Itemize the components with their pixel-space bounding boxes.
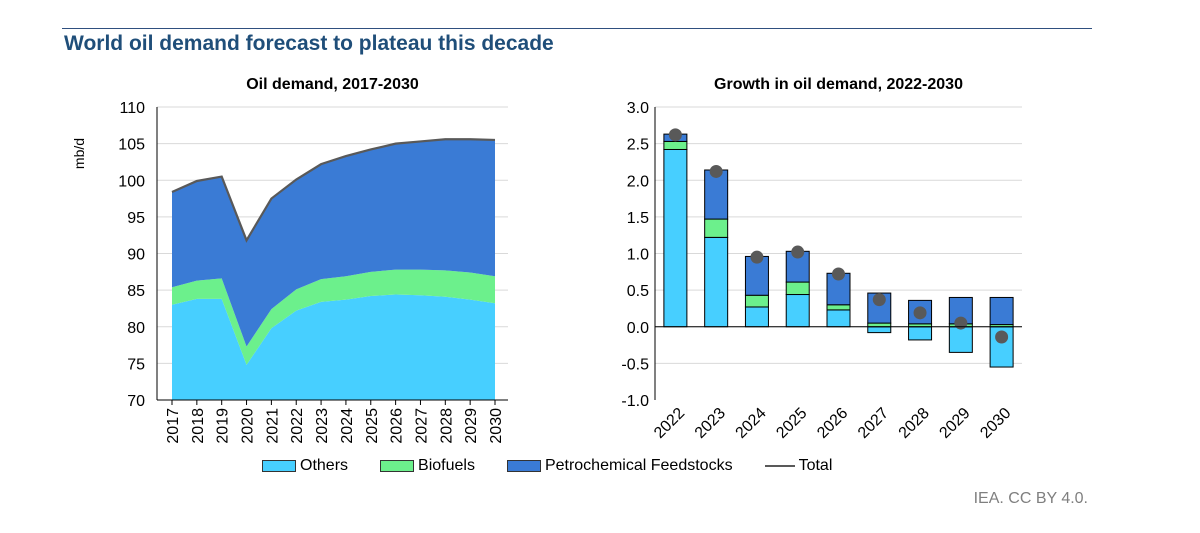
right-y-tick-label: 1.0 <box>627 247 649 264</box>
legend-label-others: Others <box>300 457 349 474</box>
left-x-tick-label: 2025 <box>364 408 381 444</box>
legend-item-total: Total <box>764 457 833 475</box>
left-y-tick-label: 105 <box>118 137 145 154</box>
right-x-tick-label: 2025 <box>773 405 810 442</box>
bar-others <box>867 326 892 334</box>
bar-others <box>908 326 933 341</box>
legend-label-biofuels: Biofuels <box>418 457 475 474</box>
left-x-tick-label: 2017 <box>165 408 182 444</box>
legend-label-petrochemical: Petrochemical Feedstocks <box>544 457 733 474</box>
left-x-tick-label: 2030 <box>488 408 505 444</box>
total-line <box>171 138 496 243</box>
total-marker <box>709 164 723 178</box>
left-y-tick-label: 75 <box>127 356 145 373</box>
right-x-tick-label: 2023 <box>692 405 729 442</box>
left-x-tick-label: 2020 <box>240 408 257 444</box>
right-x-tick-label: 2028 <box>896 405 933 442</box>
right-y-tick-label: 3.0 <box>627 100 649 117</box>
legend-item-others: Others <box>262 457 348 475</box>
area-petrochemical-feedstocks <box>172 139 495 347</box>
total-marker <box>913 306 927 320</box>
bar-biofuels <box>663 140 688 150</box>
left-x-tick-label: 2027 <box>413 408 430 444</box>
legend-swatch-total <box>764 465 795 467</box>
total-marker <box>954 316 968 330</box>
legend-item-biofuels: Biofuels <box>380 457 475 475</box>
page-title: World oil demand forecast to plateau thi… <box>64 32 554 55</box>
left-x-tick-label: 2023 <box>314 408 331 444</box>
left-x-tick-label: 2022 <box>289 408 306 444</box>
left-chart-title: Oil demand, 2017-2030 <box>246 76 419 93</box>
left-x-tick-label: 2024 <box>339 408 356 444</box>
total-marker <box>668 128 682 142</box>
top-rule <box>62 28 1092 29</box>
right-x-tick-label: 2026 <box>814 405 851 442</box>
left-y-tick-label: 70 <box>127 393 145 410</box>
bar-others <box>744 306 769 328</box>
left-y-tick-label: 100 <box>118 173 145 190</box>
right-y-tick-label: 0.0 <box>627 320 649 337</box>
bar-biofuels <box>744 294 769 308</box>
bar-others <box>704 236 729 328</box>
area-biofuels <box>172 269 495 365</box>
total-marker <box>832 267 845 281</box>
credit: IEA. CC BY 4.0. <box>973 490 1088 507</box>
left-y-tick-label: 110 <box>119 100 145 117</box>
total-marker <box>872 293 886 307</box>
bar-biofuels <box>785 281 810 296</box>
right-y-tick-label: -1.0 <box>621 393 649 410</box>
total-marker <box>750 250 764 264</box>
bar-others <box>826 309 851 328</box>
left-y-tick-label: 95 <box>127 210 145 227</box>
bar-biofuels <box>826 304 851 311</box>
legend-swatch-biofuels <box>380 460 415 472</box>
left-y-tick-label: 85 <box>127 283 145 300</box>
bar-others <box>663 148 688 328</box>
legend-item-petrochemical: Petrochemical Feedstocks <box>506 457 733 475</box>
right-y-tick-label: 0.5 <box>627 283 649 300</box>
left-y-tick-label: 90 <box>127 247 145 264</box>
right-x-tick-label: 2024 <box>733 405 770 442</box>
legend-swatch-petrochemical <box>506 460 541 472</box>
bar-others <box>948 326 973 353</box>
legend: Others Biofuels Petrochemical Feedstocks… <box>262 456 864 476</box>
left-x-tick-label: 2018 <box>190 408 207 444</box>
left-y-tick-label: 80 <box>127 320 145 337</box>
bar-petrochemical-feedstocks <box>989 296 1014 326</box>
right-chart-title: Growth in oil demand, 2022-2030 <box>714 76 963 93</box>
left-x-tick-label: 2021 <box>264 408 281 444</box>
right-x-tick-label: 2022 <box>651 405 688 442</box>
right-y-tick-label: -0.5 <box>621 356 649 373</box>
legend-label-total: Total <box>798 457 833 474</box>
area-others <box>172 294 495 400</box>
right-x-tick-label: 2030 <box>977 405 1014 442</box>
bar-biofuels <box>704 218 729 238</box>
total-marker <box>791 245 805 259</box>
right-x-tick-label: 2027 <box>855 405 892 442</box>
right-y-tick-label: 2.0 <box>627 173 649 190</box>
left-y-axis-label: mb/d <box>71 138 87 169</box>
bar-others <box>785 294 810 328</box>
right-x-tick-label: 2029 <box>936 405 973 442</box>
left-x-tick-label: 2019 <box>215 408 232 444</box>
legend-swatch-others <box>262 460 296 472</box>
left-x-tick-label: 2029 <box>463 408 480 444</box>
right-y-tick-label: 1.5 <box>627 210 649 227</box>
bar-biofuels <box>867 322 892 328</box>
right-y-tick-label: 2.5 <box>627 137 649 154</box>
left-x-tick-label: 2026 <box>389 408 406 444</box>
total-marker <box>995 330 1009 344</box>
left-x-tick-label: 2028 <box>438 408 455 444</box>
